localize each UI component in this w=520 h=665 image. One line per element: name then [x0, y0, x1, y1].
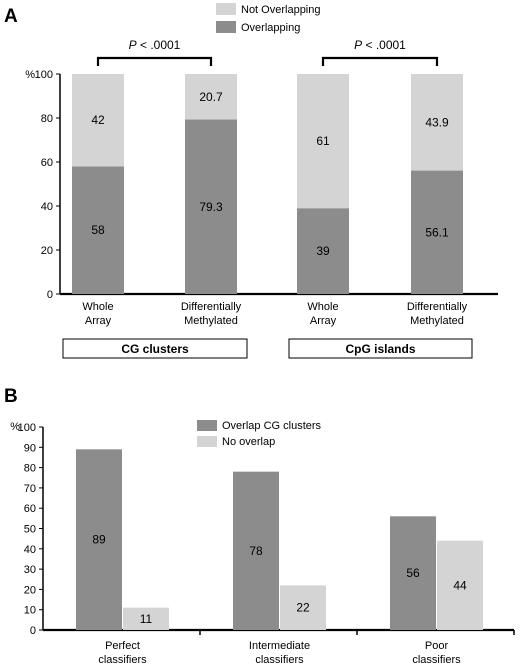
legend-b-swatch-overlap — [197, 420, 217, 431]
y-tick-label: 100 — [35, 69, 53, 81]
x-tick-label: classifiers — [412, 654, 461, 665]
legend-a-swatch-not-overlapping — [216, 3, 236, 15]
significance-label: P < .0001 — [354, 38, 406, 52]
bar-overlapping — [411, 170, 463, 294]
y-tick-label: 20 — [41, 245, 53, 257]
bar-overlap-cg-clusters — [390, 516, 436, 630]
group-label: CpG islands — [345, 342, 415, 356]
bar-value-label-overlapping: 79.3 — [199, 200, 223, 214]
y-tick-label: 50 — [24, 524, 36, 536]
bar-value-label-no-overlap: 44 — [453, 578, 467, 592]
legend-b-label-overlap: Overlap CG clusters — [222, 420, 322, 432]
group-box — [288, 338, 473, 359]
x-tick-label: Differentially — [407, 301, 468, 313]
annotations-a: P < .0001 P < .0001 — [96, 38, 439, 66]
y-tick-label: 90 — [24, 442, 36, 454]
y-tick-label: 40 — [24, 544, 36, 556]
bar-value-label-not-overlapping: 20.7 — [199, 90, 223, 104]
x-tick-label: Whole — [82, 301, 113, 313]
y-tick-label: 80 — [24, 463, 36, 475]
legend-a-label-overlapping: Overlapping — [241, 22, 300, 34]
bar-value-label-overlap: 89 — [92, 533, 106, 547]
bar-overlap-cg-clusters — [233, 471, 279, 630]
y-tick-label: 60 — [24, 503, 36, 515]
y-tick-label: 60 — [41, 157, 53, 169]
bar-value-label-overlapping: 58 — [91, 223, 105, 237]
group-label: CG clusters — [121, 342, 189, 356]
x-tick-label: Poor — [425, 640, 449, 652]
bar-overlapping — [297, 208, 349, 294]
y-tick-label: 0 — [30, 625, 36, 637]
bar-overlap-cg-clusters — [76, 449, 122, 630]
x-tick-label: Intermediate — [249, 640, 310, 652]
group-box — [62, 338, 248, 359]
plot-area-b: 89 11 Perfect classifiers 78 22 Intermediate cl… — [76, 449, 483, 665]
bar-value-label-no-overlap: 11 — [140, 612, 153, 626]
x-tick-label: Differentially — [181, 301, 242, 313]
x-tick-label: Perfect — [105, 640, 140, 652]
panel-b: B % Overlap CG clusters No overlap 0 10 20… — [4, 386, 515, 665]
x-tick-label: Methylated — [184, 315, 238, 327]
bar-value-label-not-overlapping: 43.9 — [425, 115, 449, 129]
y-tick-label: 40 — [41, 201, 53, 213]
bar-value-label-not-overlapping: 42 — [91, 113, 105, 127]
legend-a-label-not-overlapping: Not Overlapping — [241, 4, 321, 16]
bar-no-overlap — [280, 585, 326, 630]
panel-a-label: A — [4, 6, 18, 27]
y-tick-label: 70 — [24, 483, 36, 495]
x-tick-label: Whole — [307, 301, 338, 313]
y-unit-a: % — [25, 69, 35, 81]
y-tick-label: 30 — [24, 564, 36, 576]
legend-a-swatch-overlapping — [216, 21, 236, 33]
y-tick-label: 0 — [47, 289, 53, 301]
bar-no-overlap — [437, 540, 483, 630]
bar-overlapping — [185, 119, 237, 294]
x-tick-label: classifiers — [255, 654, 304, 665]
significance-label: P < .0001 — [129, 38, 181, 52]
plot-area-a: 58 42 Whole Array 79.3 20.7 Differentially Meth… — [72, 74, 468, 327]
y-tick-label: 10 — [24, 605, 36, 617]
x-tick-label: Array — [85, 315, 112, 327]
y-tick-label: 80 — [41, 113, 53, 125]
bar-not-overlapping — [297, 74, 349, 209]
bar-no-overlap — [123, 607, 169, 630]
x-tick-label: Methylated — [410, 315, 464, 327]
group-labels-a: CG clusters CpG islands — [62, 338, 473, 359]
bar-value-label-no-overlap: 22 — [296, 601, 310, 615]
y-unit-b: % — [10, 421, 20, 433]
panel-b-label: B — [4, 386, 18, 407]
x-tick-label: Array — [310, 315, 337, 327]
panel-a: A Not Overlapping Overlapping % 0 20 40 60 8… — [4, 3, 498, 359]
bar-value-label-not-overlapping: 61 — [316, 134, 330, 148]
y-tick-label: 20 — [24, 584, 36, 596]
bar-value-label-overlap: 78 — [249, 544, 263, 558]
bar-not-overlapping — [72, 74, 124, 167]
bar-value-label-overlapping: 39 — [316, 244, 330, 258]
x-tick-label: classifiers — [98, 654, 147, 665]
bar-not-overlapping — [185, 74, 237, 120]
y-tick-label: 100 — [18, 422, 36, 434]
bar-not-overlapping — [411, 74, 463, 171]
significance-bracket — [321, 56, 439, 66]
legend-b-label-no-overlap: No overlap — [222, 436, 275, 448]
bar-value-label-overlap: 56 — [406, 566, 420, 580]
significance-bracket — [96, 56, 213, 66]
bar-overlapping — [72, 166, 124, 294]
bar-value-label-overlapping: 56.1 — [425, 225, 449, 239]
legend-b-swatch-no-overlap — [197, 436, 217, 447]
